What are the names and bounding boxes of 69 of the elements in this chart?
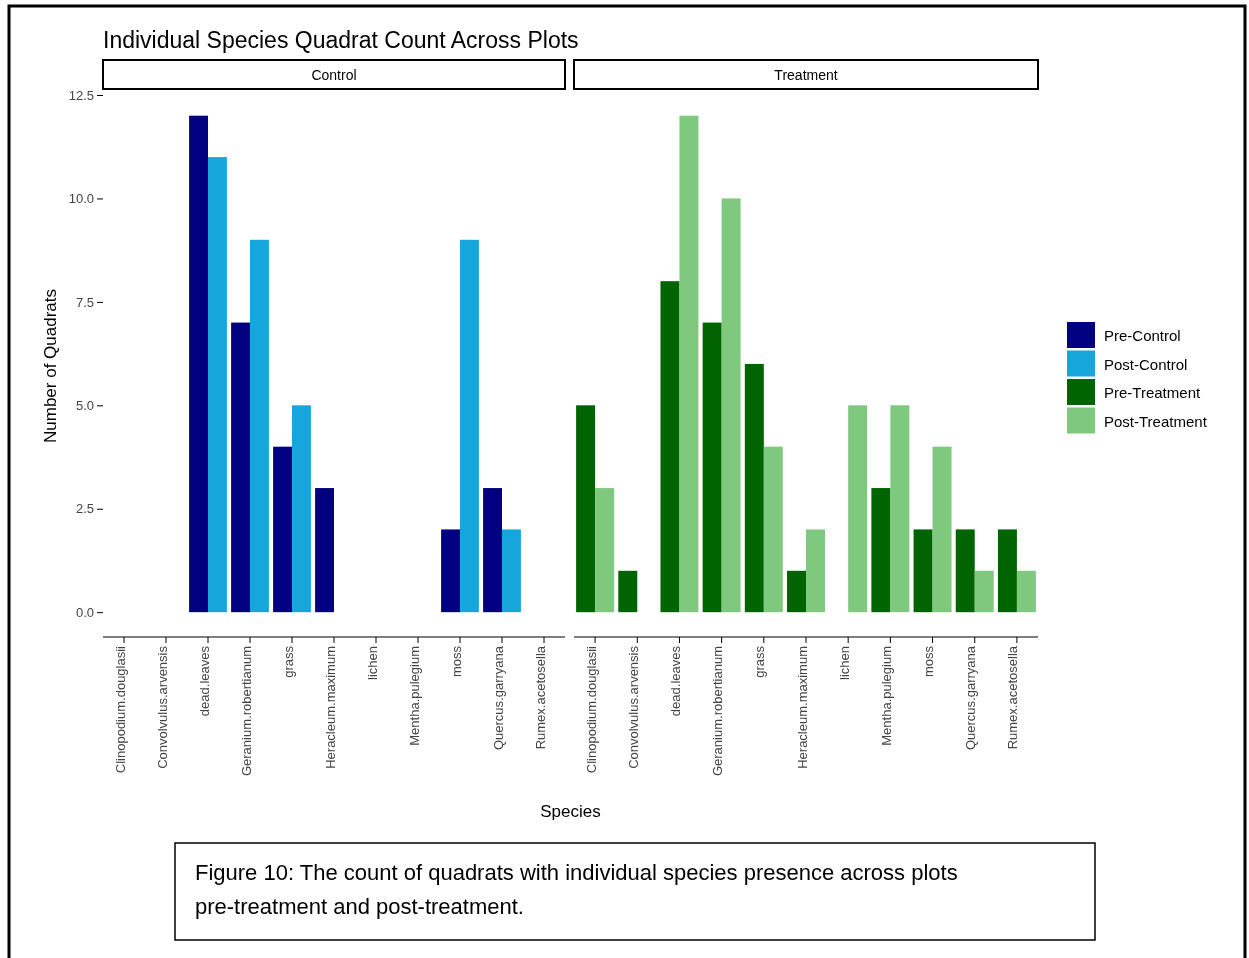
- bar: [660, 281, 680, 613]
- bar: [1016, 570, 1036, 613]
- x-tick-label: Heracleum.maximum: [322, 646, 338, 769]
- x-tick-label: Geranium.robertianum: [710, 646, 726, 777]
- bar: [974, 570, 994, 613]
- bar: [460, 239, 479, 613]
- bar: [913, 529, 933, 613]
- x-tick-label: Quercus.garryana: [963, 645, 979, 751]
- x-axis-title: Species: [540, 802, 601, 821]
- x-tick-label: Quercus.garryana: [490, 645, 506, 751]
- bar: [806, 529, 825, 613]
- bar: [189, 115, 208, 613]
- bar: [871, 488, 891, 613]
- legend-label: Post-Control: [1104, 355, 1188, 373]
- x-tick-label: grass: [280, 645, 296, 678]
- x-tick-label: lichen: [836, 646, 852, 680]
- x-tick-label: Clinopodium.douglasii: [583, 645, 599, 774]
- x-tick-label: Convolvulus.arvensis: [154, 645, 170, 769]
- legend-label: Post-Treatment: [1104, 412, 1208, 430]
- chart-subtitle: Control: [311, 67, 357, 83]
- bar: [250, 239, 269, 613]
- x-tick-label: moss: [448, 645, 464, 678]
- x-tick-label: Geranium.robertianum: [238, 646, 254, 777]
- bar: [502, 529, 521, 613]
- bar: [231, 322, 250, 613]
- bar: [744, 363, 764, 613]
- bar: [932, 446, 952, 613]
- bar: [787, 570, 806, 613]
- chart-subtitle: Treatment: [774, 67, 838, 83]
- x-tick-label: moss: [921, 645, 937, 678]
- x-tick-label: lichen: [364, 646, 380, 680]
- bar: [848, 405, 868, 613]
- bar: [890, 405, 910, 613]
- x-tick-label: grass: [752, 645, 768, 678]
- x-tick-label: Heracleum.maximum: [794, 646, 810, 769]
- x-tick-label: Mentha.pulegium: [406, 646, 422, 746]
- bar: [441, 529, 460, 613]
- y-tick-label: 5.0: [75, 397, 94, 413]
- bar: [595, 488, 615, 613]
- bar: [955, 529, 975, 613]
- y-axis-title: Number of Quadrats: [41, 288, 60, 444]
- x-tick-label: Rumex.acetosella: [1005, 645, 1021, 750]
- bar: [763, 446, 783, 613]
- bar: [997, 529, 1017, 613]
- bar: [208, 157, 227, 613]
- y-tick-label: 7.5: [75, 294, 94, 310]
- caption: Figure 10: The count of quadrats with individual species presence across plots pre-treatment and post-treatment.: [195, 860, 958, 920]
- legend-label: Pre-Treatment: [1104, 384, 1201, 401]
- bar: [721, 198, 741, 613]
- chart-title: Individual Species Quadrat Count Across Plots: [103, 27, 579, 53]
- bar: [618, 570, 638, 613]
- bar: [483, 488, 502, 613]
- y-tick-label: 10.0: [68, 191, 94, 207]
- bar: [292, 405, 311, 613]
- x-tick-label: Convolvulus.arvensis: [625, 645, 641, 769]
- bar: [315, 488, 334, 613]
- legend-label: Pre-Control: [1104, 327, 1181, 344]
- bar: [679, 115, 699, 613]
- x-tick-label: Clinopodium.douglasii: [112, 645, 128, 774]
- y-tick-label: 0.0: [75, 604, 94, 620]
- bar: [273, 446, 292, 613]
- x-tick-label: dead.leaves: [196, 645, 212, 717]
- x-tick-label: Mentha.pulegium: [878, 646, 894, 746]
- y-tick-label: 12.5: [68, 87, 94, 103]
- x-tick-label: dead.leaves: [668, 645, 683, 717]
- x-tick-label: Rumex.acetosella: [532, 645, 548, 750]
- y-tick-label: 2.5: [75, 501, 94, 517]
- bar: [576, 405, 596, 613]
- bar: [702, 322, 722, 613]
